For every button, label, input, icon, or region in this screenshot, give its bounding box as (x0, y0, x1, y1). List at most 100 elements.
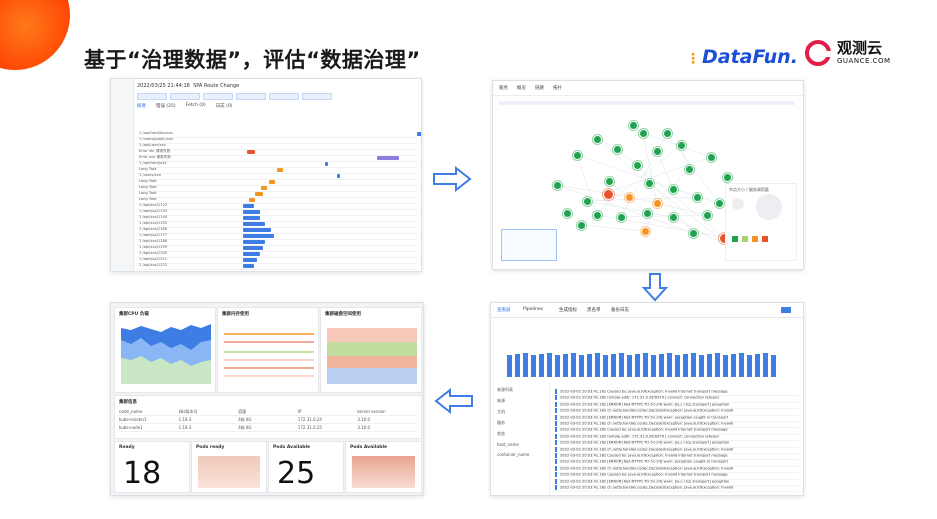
histogram-bar[interactable] (755, 354, 760, 377)
span-row[interactable]: 1 /api/xxx/1122 (137, 203, 417, 210)
histogram-bar[interactable] (547, 353, 552, 377)
span-row[interactable]: 1 /users/public/xxx (137, 137, 417, 144)
histogram-bar[interactable] (651, 355, 656, 377)
span-row[interactable]: Error xhr 请求失败 (137, 149, 417, 156)
span-row[interactable]: 1 /api/xxx/1188 (137, 239, 417, 246)
log-row[interactable]: 2022-03-02 20:03:41.182 Caused by: java.… (555, 453, 799, 461)
span-row[interactable]: 1 /api/user/xxx (137, 143, 417, 150)
tab-pipelines[interactable]: Pipelines (523, 307, 543, 312)
facet-item[interactable]: 服务 (497, 420, 505, 425)
span-row[interactable]: 1 /api/xxx/1166 (137, 227, 417, 234)
histogram-bar[interactable] (603, 355, 608, 377)
service-node[interactable] (669, 185, 678, 194)
histogram-bar[interactable] (659, 354, 664, 377)
tab-backup[interactable]: 备份日志 (611, 308, 629, 313)
histogram-bar[interactable] (587, 354, 592, 377)
search-button[interactable] (781, 307, 791, 313)
histogram-bar[interactable] (555, 355, 560, 377)
histogram-bar[interactable] (707, 354, 712, 377)
service-node[interactable] (605, 177, 614, 186)
histogram-bar[interactable] (771, 355, 776, 377)
histogram-bar[interactable] (571, 353, 576, 377)
service-node[interactable] (693, 193, 702, 202)
span-row[interactable]: 1 /api/xxx/1155 (137, 221, 417, 228)
log-row[interactable]: 2022-03-02 20:03:41.182 Caused by: java.… (555, 427, 799, 435)
service-node[interactable] (563, 209, 572, 218)
histogram-bar[interactable] (683, 354, 688, 377)
span-row[interactable]: Long Task (137, 167, 417, 174)
service-node[interactable] (593, 135, 602, 144)
histogram-bar[interactable] (619, 353, 624, 377)
facet-item[interactable]: 来源 (497, 398, 505, 403)
service-node[interactable] (685, 165, 694, 174)
span-row[interactable]: 1 /api/xxx/1200 (137, 251, 417, 258)
service-node[interactable] (703, 211, 712, 220)
service-node[interactable] (643, 209, 652, 218)
histogram-bar[interactable] (627, 355, 632, 377)
histogram-bar[interactable] (675, 355, 680, 377)
histogram-bar[interactable] (579, 355, 584, 377)
histogram-bar[interactable] (667, 353, 672, 377)
span-row[interactable]: Long Task (137, 185, 417, 192)
tab-trace[interactable]: 链路 (535, 86, 544, 91)
histogram-bar[interactable] (539, 354, 544, 377)
service-node[interactable] (583, 197, 592, 206)
span-row[interactable]: 1 /api/xxx/1199 (137, 245, 417, 252)
log-row[interactable]: 2022-03-02 20:03:41.182 ch.netty.handler… (555, 446, 799, 454)
facet-item[interactable]: 状态 (497, 431, 505, 436)
histogram-bar[interactable] (699, 355, 704, 377)
service-node[interactable] (723, 173, 732, 182)
log-row[interactable]: 2022-03-02 20:03:41.182 ch.netty.handler… (555, 465, 799, 474)
service-node[interactable] (633, 161, 642, 170)
log-row[interactable]: 2022-03-02 20:03:41.182 ch.netty.handler… (555, 421, 799, 429)
tab-service[interactable]: 服务 (499, 86, 508, 91)
histogram-bar[interactable] (723, 355, 728, 377)
tab-fetch[interactable]: Fetch (0) (185, 103, 206, 108)
facet-item[interactable]: container_name (497, 452, 530, 457)
histogram-bar[interactable] (643, 353, 648, 377)
service-node[interactable] (653, 147, 662, 156)
facet-item[interactable]: 主机 (497, 409, 505, 414)
span-row[interactable]: Long Task (137, 179, 417, 186)
log-row[interactable]: 2022-03-02 20:03:41.182 [ERROR] Net-NTTP… (555, 478, 799, 486)
span-row[interactable]: Long Task (137, 191, 417, 198)
tab-metrics[interactable]: 生成指标 (559, 308, 577, 313)
span-row[interactable]: Error xxx 请求失败 (137, 155, 417, 162)
service-node[interactable] (641, 227, 650, 236)
tab-topology[interactable]: 拓扑 (553, 86, 562, 91)
service-node[interactable] (553, 181, 562, 190)
histogram-bar[interactable] (715, 353, 720, 377)
tab-logs[interactable]: 日志 (0) (215, 104, 233, 109)
histogram-bar[interactable] (763, 353, 768, 377)
log-row[interactable]: 2022-03-02 20:03:41.182 ch.netty.handler… (555, 485, 799, 493)
span-row[interactable]: Long Task (137, 197, 417, 204)
facet-item[interactable]: host_name (497, 442, 519, 447)
histogram-bar[interactable] (691, 353, 696, 377)
histogram-bar[interactable] (595, 353, 600, 377)
service-node[interactable] (613, 145, 622, 154)
service-node[interactable] (663, 129, 672, 138)
service-node[interactable] (669, 213, 678, 222)
log-row[interactable]: 2022-03-02 20:03:41.182 [ERROR] Net-NTTP… (555, 459, 799, 467)
log-row[interactable]: 2022-03-02 20:03:41.182 Caused by: java.… (555, 472, 799, 480)
span-row[interactable]: 1 /api/xxx/1133 (137, 209, 417, 216)
histogram-bar[interactable] (731, 354, 736, 377)
log-row[interactable]: 2022-03-02 20:03:41.182 [ERROR] Net-NTTP… (555, 440, 799, 448)
service-node[interactable] (653, 199, 662, 208)
service-node[interactable] (617, 213, 626, 222)
log-row[interactable]: 2022-03-02 20:03:41.182 [ERROR] Net-NTTP… (555, 401, 799, 410)
span-row[interactable]: 1 /api/front/biz/xxx (137, 131, 421, 138)
span-row[interactable]: 1 /api/xxx/1222 (137, 263, 417, 270)
service-node[interactable] (645, 179, 654, 188)
histogram-bar[interactable] (563, 354, 568, 377)
service-node[interactable] (715, 199, 724, 208)
tab-overview[interactable]: 概要 (137, 104, 146, 109)
service-node[interactable] (603, 189, 614, 200)
log-row[interactable]: 2022-03-02 20:03:41.182 Caused by: java.… (555, 389, 799, 397)
service-node[interactable] (629, 121, 638, 130)
service-node[interactable] (689, 229, 698, 238)
span-row[interactable]: 1 /users/xxx (137, 173, 417, 180)
service-node[interactable] (639, 129, 648, 138)
graph-minimap[interactable] (501, 229, 557, 261)
log-row[interactable]: 2022-03-02 20:03:41.182 ch.netty.handler… (555, 408, 799, 416)
